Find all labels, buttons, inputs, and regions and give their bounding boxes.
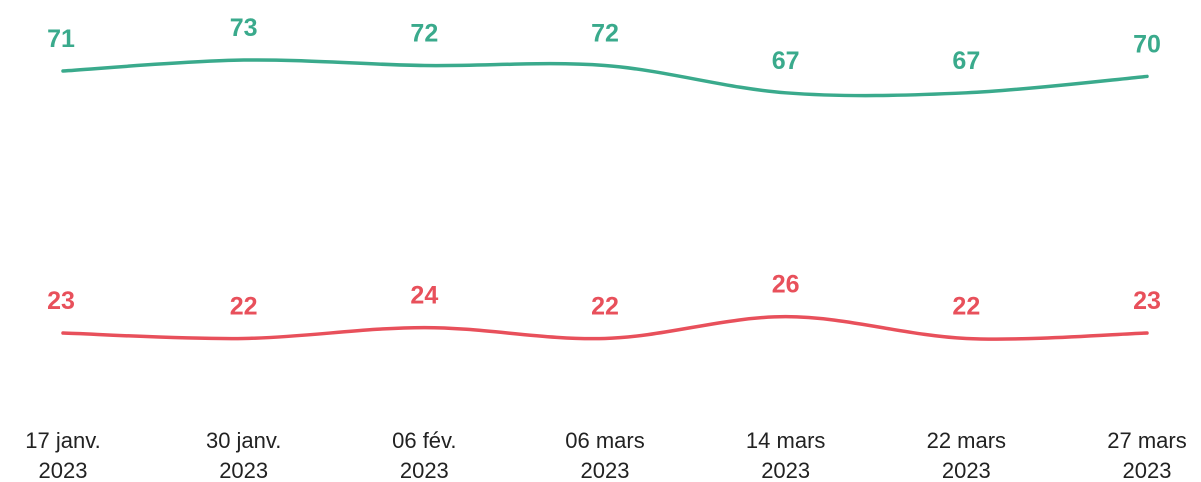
value-label: 23	[1133, 287, 1161, 315]
x-tick-label: 30 janv. 2023	[206, 428, 281, 482]
value-label: 67	[952, 47, 980, 75]
value-label: 73	[230, 14, 258, 42]
value-label: 22	[591, 292, 619, 320]
x-tick-label: 27 mars 2023	[1107, 428, 1186, 482]
x-tick-label: 22 mars 2023	[927, 428, 1006, 482]
value-label: 71	[47, 25, 75, 53]
x-tick-label: 17 janv. 2023	[25, 428, 100, 482]
line	[61, 314, 1149, 341]
value-label: 22	[230, 292, 258, 320]
x-tick-label: 06 fév. 2023	[392, 428, 456, 482]
value-label: 22	[952, 292, 980, 320]
line	[61, 58, 1149, 98]
value-label: 67	[772, 47, 800, 75]
value-label: 24	[410, 282, 438, 310]
value-label: 72	[410, 20, 438, 48]
x-tick-label: 06 mars 2023	[565, 428, 644, 482]
value-label: 26	[772, 271, 800, 299]
x-tick-label: 14 mars 2023	[746, 428, 825, 482]
value-label: 72	[591, 20, 619, 48]
value-label: 70	[1133, 30, 1161, 58]
value-label: 23	[47, 287, 75, 315]
